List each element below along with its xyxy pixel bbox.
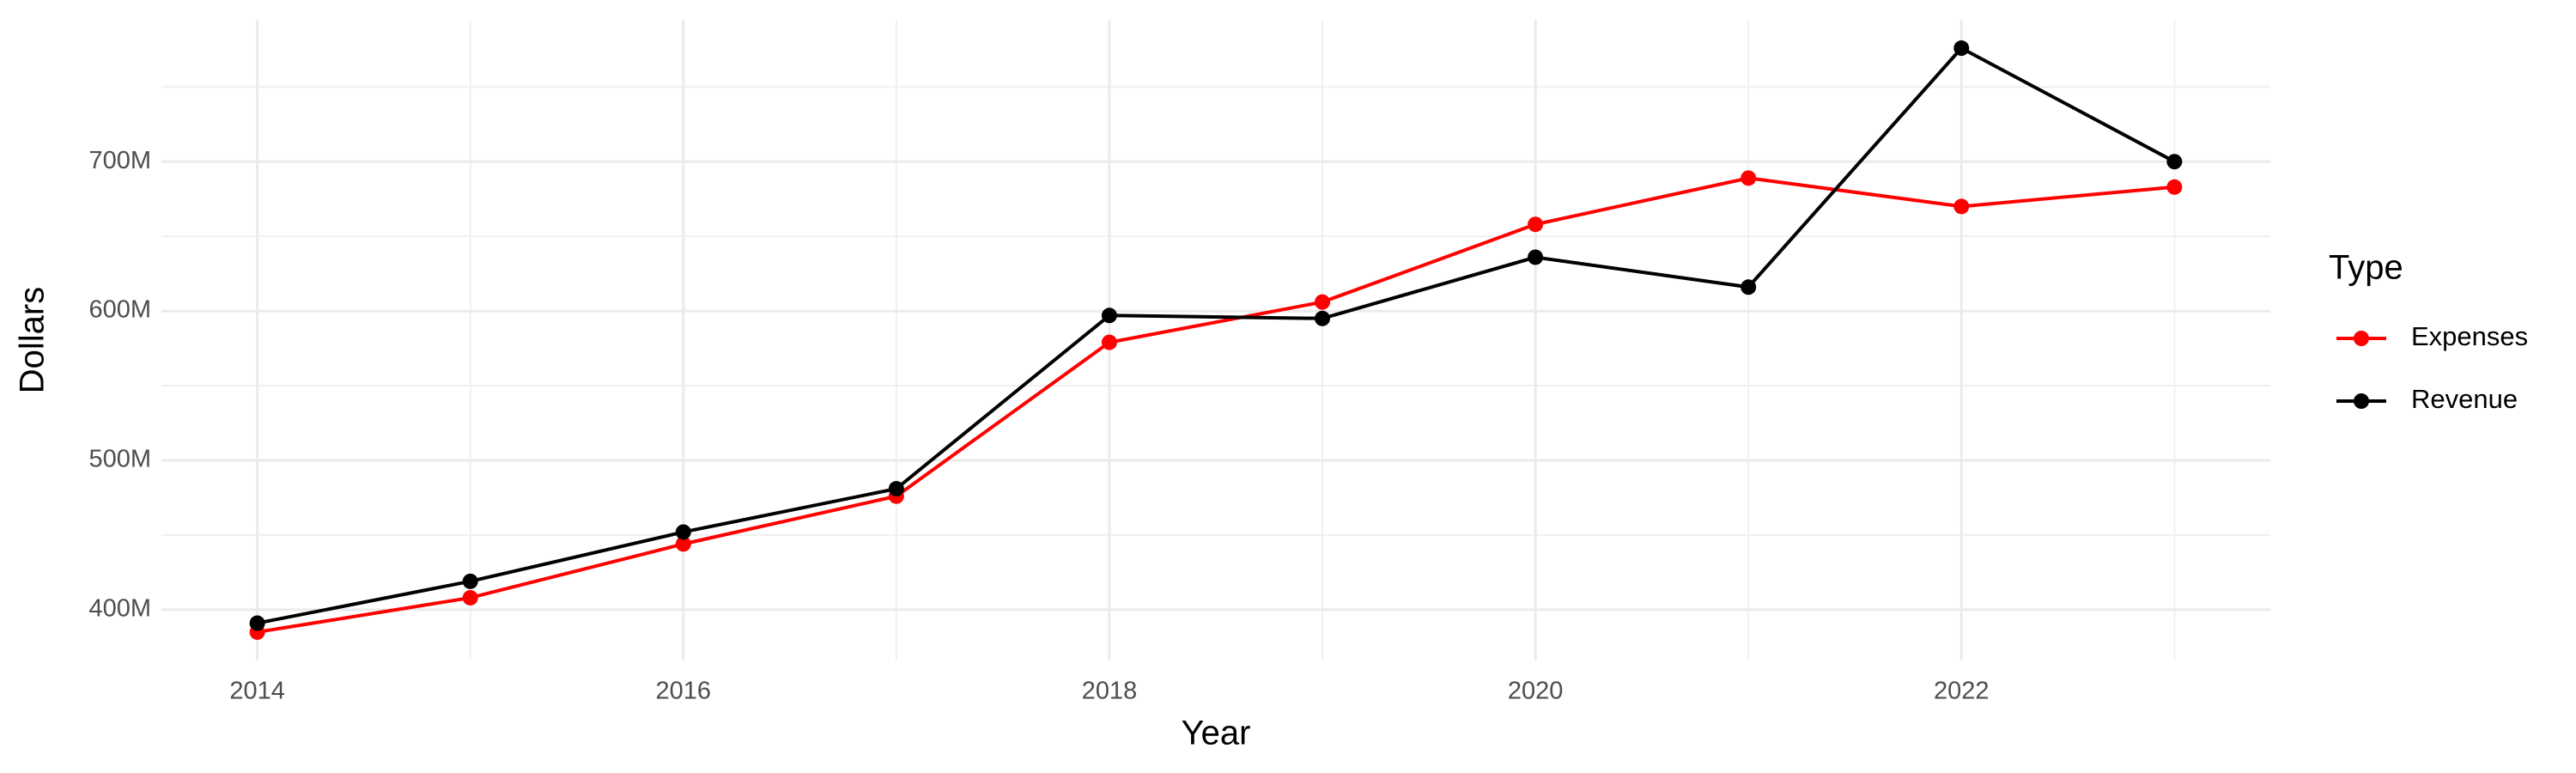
series-line [257,176,2175,634]
x-tick-label: 2014 [229,678,285,705]
legend-label: Revenue [2411,384,2518,414]
y-tick-label: 700M [88,147,151,174]
grid [161,20,2270,660]
legend-title: Type [2329,249,2403,287]
data-point [1101,307,1117,324]
data-point [1101,334,1117,350]
data-point [2166,179,2183,195]
data-point [462,573,478,589]
x-tick-label: 2016 [656,678,712,705]
y-tick-label: 400M [88,595,151,623]
data-point [1741,279,1757,295]
data-point [1315,294,1331,310]
x-tick-label: 2020 [1508,678,1564,705]
data-point [2166,154,2183,170]
data-point [1315,310,1331,326]
data-point [675,536,691,552]
data-point [1528,249,1544,265]
y-tick-label: 600M [88,296,151,324]
data-point [1953,198,1970,215]
data-point [462,589,478,606]
x-axis-title: Year [1182,715,1251,752]
data-point [249,615,265,631]
data-point [675,524,691,540]
data-point [888,481,904,497]
x-tick-label: 2022 [1934,678,1990,705]
legend-label: Expenses [2411,321,2528,351]
y-axis-title: Dollars [14,287,52,393]
legend-key-point [2354,393,2369,409]
series-line [257,46,2176,625]
x-tick-label: 2018 [1082,678,1138,705]
data-point [1528,216,1544,233]
y-tick-label: 500M [88,446,151,473]
legend-key-point [2354,331,2369,346]
data-point [1741,170,1757,186]
data-point [1953,40,1970,57]
